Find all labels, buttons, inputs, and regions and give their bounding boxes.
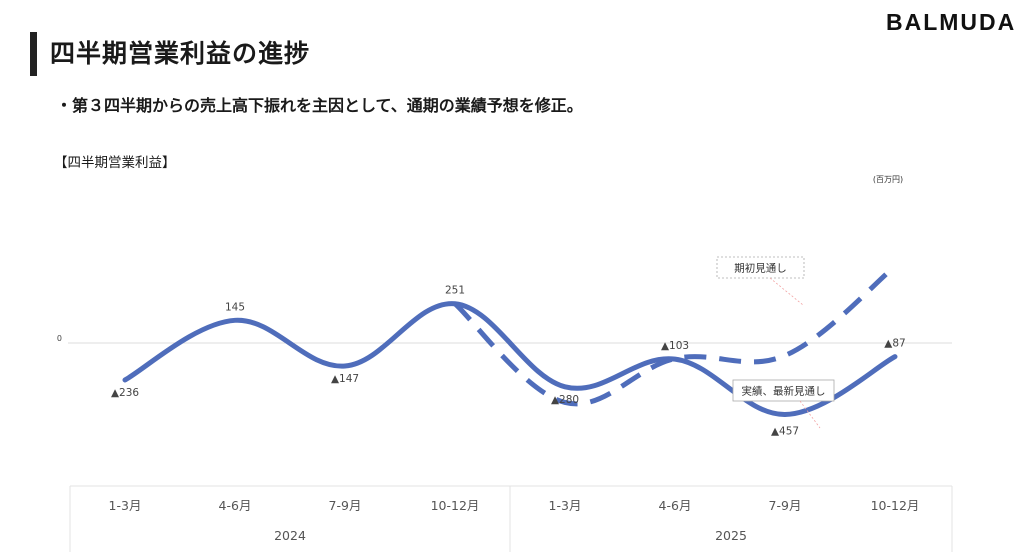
actual-latest-line: [122, 301, 898, 418]
x-tick-label: 7-9月: [769, 498, 802, 513]
actual-callout-box: [732, 379, 835, 402]
data-label: 251: [445, 285, 465, 297]
x-tick-label: 10-12月: [431, 498, 480, 513]
x-tick-label: 4-6月: [659, 498, 692, 513]
data-label: ▲457: [771, 426, 799, 438]
page-title: 四半期営業利益の進捗: [50, 39, 311, 68]
x-tick-label: 7-9月: [329, 498, 362, 513]
data-label: ▲87: [884, 338, 905, 350]
data-label: ▲103: [661, 340, 689, 352]
actual-callout-label: 実績、最新見通し: [742, 385, 826, 398]
chart-caption: 【四半期営業利益】: [54, 155, 176, 171]
x-tick-label: 4-6月: [219, 498, 252, 513]
initial-forecast-callout-box: [716, 256, 805, 279]
data-labels: ▲236 145 ▲147 251 ▲280 ▲103 ▲457 ▲87: [111, 285, 906, 438]
category-table: 1-3月 4-6月 7-9月 10-12月 1-3月 4-6月 7-9月 10-12月 2024…: [69, 485, 953, 552]
data-label: 145: [225, 301, 245, 313]
initial-forecast-callout-leader: [769, 277, 804, 306]
year-label: 2024: [274, 528, 306, 543]
zero-label: 0: [57, 334, 62, 343]
actual-callout-leader: [799, 400, 821, 429]
series-lines: [122, 264, 898, 418]
data-label: ▲147: [331, 373, 359, 385]
year-label: 2025: [715, 528, 747, 543]
x-tick-label: 10-12月: [871, 498, 920, 513]
data-label: ▲280: [551, 394, 579, 406]
x-tick-label: 1-3月: [109, 498, 142, 513]
summary-bullet: ・第３四半期からの売上高下振れを主因として、通期の業績予想を修正。: [56, 96, 583, 115]
unit-label: (百万円): [873, 175, 903, 184]
initial-forecast-line: [453, 264, 897, 407]
x-tick-label: 1-3月: [549, 498, 582, 513]
initial-forecast-callout-label: 期初見通し: [734, 262, 787, 275]
data-label: ▲236: [111, 387, 139, 399]
title-accent-bar: [30, 32, 37, 76]
company-logo: BALMUDA: [886, 9, 1017, 35]
